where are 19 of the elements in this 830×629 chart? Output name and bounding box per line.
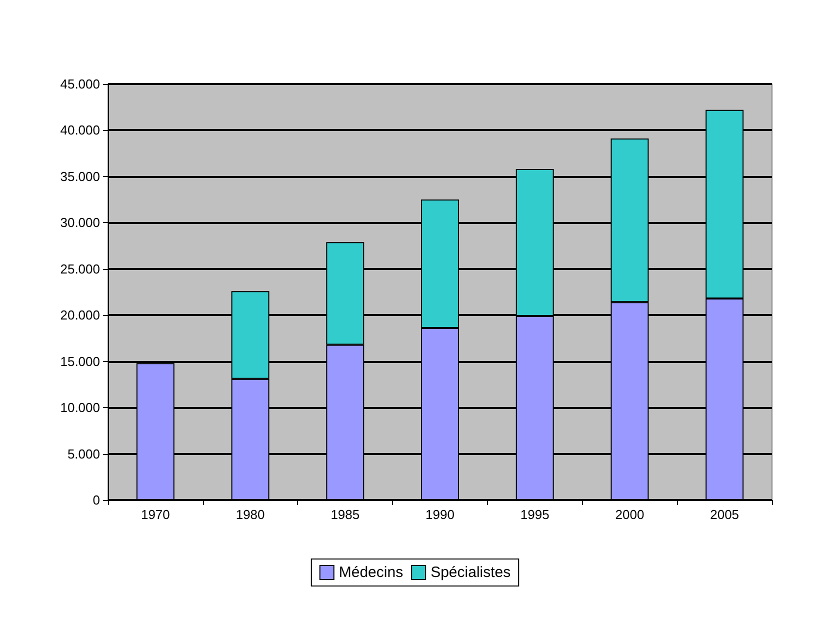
x-tick-label: 1985	[330, 507, 360, 522]
y-tick-label: 30.000	[60, 215, 100, 230]
x-tick-label: 1980	[236, 507, 265, 522]
y-tick-label: 15.000	[60, 354, 100, 369]
legend-label: Médecins	[338, 564, 404, 581]
x-tick-label: 1970	[140, 507, 170, 522]
x-tick-label: 1990	[426, 507, 454, 522]
x-tick-label: 2000	[615, 507, 644, 522]
y-tick-label: 35.000	[60, 168, 100, 184]
x-tick-label: 1995	[520, 507, 550, 522]
y-tick-label: 40.000	[60, 122, 100, 138]
y-tick-label: 45.000	[60, 76, 100, 92]
legend-label: Spécialistes	[430, 564, 511, 581]
y-tick-label: 0	[92, 492, 100, 508]
y-tick-label: 25.000	[60, 261, 100, 276]
y-tick-label: 5.000	[67, 446, 100, 462]
y-tick-label: 20.000	[60, 308, 100, 323]
x-tick-label: 2005	[710, 507, 740, 522]
y-tick-label: 10.000	[60, 400, 100, 416]
